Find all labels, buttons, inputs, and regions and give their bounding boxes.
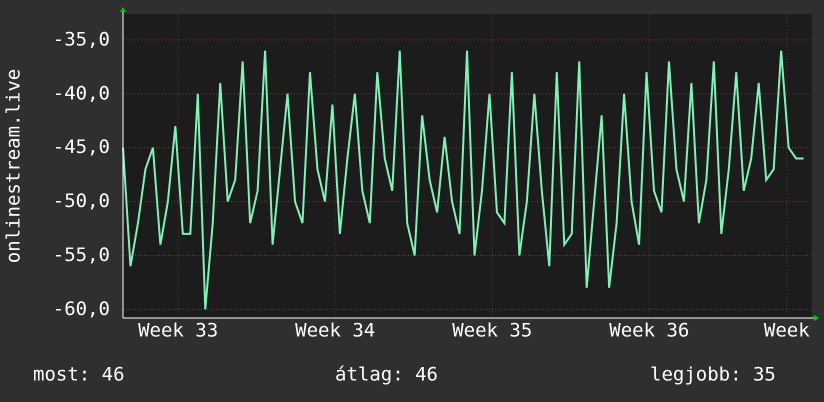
footer-now: most: 46: [33, 364, 125, 386]
x-tick-label: Week 36: [609, 320, 689, 342]
series-line: [122, 50, 804, 310]
footer-avg: átlag: 46: [335, 364, 438, 386]
y-tick-label: -35,0: [53, 28, 110, 50]
x-tick-label: Week 35: [452, 320, 532, 342]
axis-arrow: [120, 7, 126, 12]
x-tick-label: Week 34: [295, 320, 375, 342]
y-tick-label: -55,0: [53, 244, 110, 266]
y-tick-label: -50,0: [53, 190, 110, 212]
y-axis-label: onlinestream.live: [3, 69, 25, 263]
x-tick-label: Week 33: [138, 320, 218, 342]
x-tick-label: Week: [764, 320, 810, 342]
y-tick-label: -45,0: [53, 136, 110, 158]
axis-arrow: [814, 315, 819, 321]
y-tick-label: -60,0: [53, 298, 110, 320]
footer-best: legjobb: 35: [650, 364, 776, 386]
y-tick-label: -40,0: [53, 82, 110, 104]
